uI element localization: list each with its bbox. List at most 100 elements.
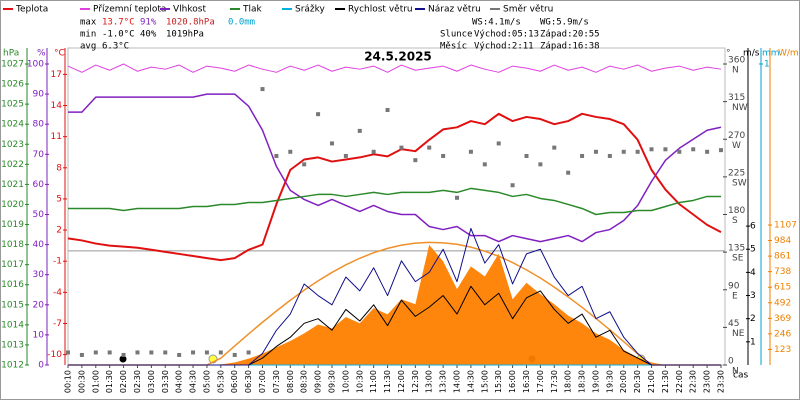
x-tick-label: 13:30 bbox=[439, 370, 448, 393]
x-tick-label: 20:30 bbox=[633, 370, 642, 393]
compass-label: W bbox=[732, 141, 741, 151]
y-tick-label: 738 bbox=[774, 267, 791, 277]
wind-direction-point bbox=[677, 149, 682, 154]
legend-label: Náraz větru bbox=[428, 5, 481, 15]
x-tick-label: 12:00 bbox=[397, 370, 406, 393]
y-tick-label: 90 bbox=[728, 281, 740, 291]
y-tick-label: 5 bbox=[750, 245, 756, 255]
x-tick-label: 19:00 bbox=[591, 370, 600, 393]
y-tick-label: 2 bbox=[750, 314, 756, 324]
wind-direction-point bbox=[621, 149, 626, 154]
y-tick-label: -7 bbox=[53, 319, 62, 329]
x-tick-label: 12:30 bbox=[411, 370, 420, 393]
x-tick-label: 08:00 bbox=[286, 370, 295, 393]
y-tick-label: 1020 bbox=[1, 200, 24, 210]
wind-stat: WG:5.9m/s bbox=[540, 18, 589, 28]
wind-direction-point bbox=[163, 350, 168, 355]
wind-direction-point bbox=[218, 350, 223, 355]
y-tick-label: 1022 bbox=[1, 160, 24, 170]
compass-label: NE bbox=[732, 329, 745, 339]
axis-title: % bbox=[37, 49, 46, 59]
series-line bbox=[68, 227, 721, 366]
y-tick-label: 100 bbox=[27, 60, 44, 70]
x-tick-label: 06:00 bbox=[230, 370, 239, 393]
y-tick-label: 4 bbox=[750, 268, 756, 278]
x-tick-label: 05:00 bbox=[202, 370, 211, 393]
wind-direction-point bbox=[607, 153, 612, 158]
compass-label: NW bbox=[732, 103, 748, 113]
wind-direction-point bbox=[385, 107, 390, 112]
x-tick-label: 21:30 bbox=[661, 370, 670, 393]
y-tick-label: 17 bbox=[51, 70, 62, 80]
wind-direction-point bbox=[274, 153, 279, 158]
x-tick-label: 03:00 bbox=[147, 370, 156, 393]
y-tick-label: 180 bbox=[728, 206, 745, 216]
wind-direction-point bbox=[260, 87, 265, 92]
y-tick-label: 11 bbox=[51, 132, 62, 142]
y-tick-label: 60 bbox=[33, 180, 45, 190]
y-tick-label: 45 bbox=[728, 319, 739, 329]
wind-direction-point bbox=[482, 162, 487, 167]
x-tick-label: 09:30 bbox=[327, 370, 336, 393]
wind-direction-point bbox=[566, 170, 571, 175]
wind-stat: WS:4.1m/s bbox=[472, 18, 521, 28]
moon-rise: Východ:2:11 bbox=[474, 42, 534, 52]
y-tick-label: 90 bbox=[33, 90, 45, 100]
y-tick-label: 1014 bbox=[1, 320, 24, 330]
wind-direction-point bbox=[93, 350, 98, 355]
legend-label: Rychlost větru bbox=[348, 5, 413, 15]
chart-title: 24.5.2025 bbox=[364, 50, 432, 64]
y-tick-label: -4 bbox=[53, 288, 62, 298]
y-tick-label: 8 bbox=[56, 163, 62, 173]
wind-direction-point bbox=[538, 162, 543, 167]
x-axis-label: čas bbox=[733, 370, 748, 381]
legend-label: Teplota bbox=[15, 5, 48, 15]
y-tick-label: 1025 bbox=[1, 100, 24, 110]
wind-direction-point bbox=[316, 112, 321, 117]
y-tick-label: 225 bbox=[728, 168, 745, 178]
y-tick-label: 1027 bbox=[1, 60, 24, 70]
stat-value: 91% bbox=[140, 18, 157, 28]
y-tick-label: 30 bbox=[33, 270, 45, 280]
legend-label: Srážky bbox=[295, 5, 326, 15]
y-tick-label: 2 bbox=[56, 226, 62, 236]
y-tick-label: 50 bbox=[33, 210, 45, 220]
y-tick-label: 0 bbox=[38, 361, 44, 371]
y-tick-label: 1 bbox=[750, 337, 756, 347]
compass-label: N bbox=[732, 66, 739, 76]
x-tick-label: 18:00 bbox=[564, 370, 573, 393]
axis-title: °C bbox=[54, 49, 65, 59]
y-tick-label: 1 bbox=[764, 60, 770, 70]
wind-direction-point bbox=[524, 153, 529, 158]
wind-direction-point bbox=[232, 352, 237, 357]
y-tick-label: 70 bbox=[33, 150, 45, 160]
x-tick-label: 13:00 bbox=[425, 370, 434, 393]
x-tick-label: 01:00 bbox=[91, 370, 100, 393]
wind-direction-point bbox=[177, 352, 182, 357]
y-tick-label: -1 bbox=[53, 257, 62, 267]
stat-label: min bbox=[80, 30, 96, 40]
y-tick-label: 123 bbox=[774, 345, 791, 355]
x-tick-label: 10:30 bbox=[355, 370, 364, 393]
x-tick-label: 15:30 bbox=[494, 370, 503, 393]
x-tick-label: 04:00 bbox=[175, 370, 184, 393]
wind-direction-point bbox=[468, 149, 473, 154]
wind-direction-point bbox=[107, 350, 112, 355]
y-tick-label: 360 bbox=[728, 56, 745, 66]
moon-label: Měsíc bbox=[440, 42, 467, 52]
wind-direction-point bbox=[371, 149, 376, 154]
legend-label: Vlhkost bbox=[173, 5, 206, 15]
stat-label: max bbox=[80, 18, 97, 28]
x-tick-label: 03:30 bbox=[161, 370, 170, 393]
x-tick-label: 15:00 bbox=[480, 370, 489, 393]
y-tick-label: 1024 bbox=[1, 120, 24, 130]
stat-value: 0.0mm bbox=[228, 18, 255, 28]
y-tick-label: 40 bbox=[33, 240, 45, 250]
series-line bbox=[67, 63, 722, 73]
x-tick-label: 00:10 bbox=[64, 370, 73, 393]
axis-title: hPa bbox=[3, 49, 19, 59]
wind-direction-point bbox=[635, 149, 640, 154]
y-tick-label: 861 bbox=[774, 252, 791, 262]
axis-title: W/m² bbox=[778, 49, 800, 59]
